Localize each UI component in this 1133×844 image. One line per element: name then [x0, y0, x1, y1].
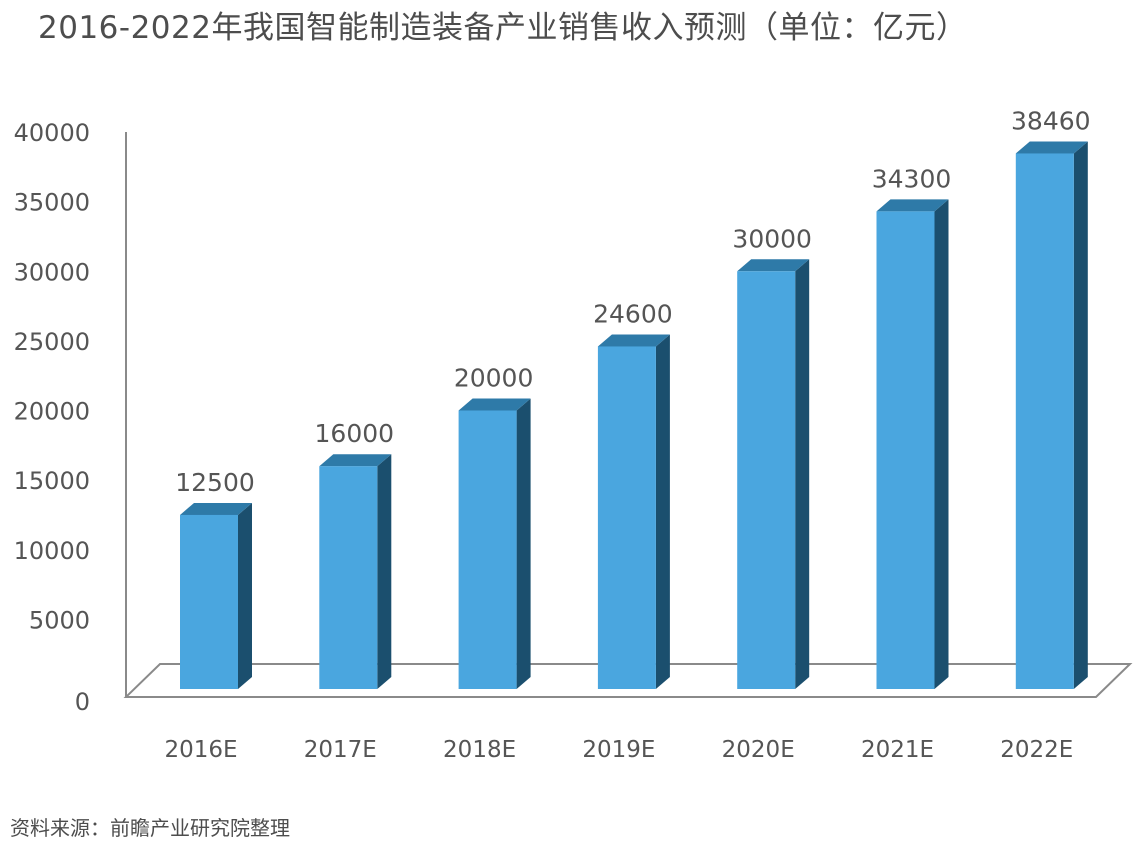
bar-side: [934, 199, 949, 689]
y-tick-label: 5000: [29, 606, 90, 634]
data-label: 20000: [454, 364, 534, 393]
bar-front: [458, 410, 517, 689]
x-tick-label: 2016E: [164, 737, 237, 763]
y-tick-label: 10000: [14, 537, 90, 565]
bar-side: [238, 502, 252, 689]
bar-side: [655, 334, 670, 689]
bar-top: [876, 199, 949, 212]
chart-title: 2016-2022年我国智能制造装备产业销售收入预测（单位：亿元）: [38, 10, 968, 46]
x-tick-label: 2020E: [722, 737, 795, 763]
data-label: 24600: [593, 299, 673, 328]
chart-floor: [123, 663, 1133, 698]
bar: [737, 259, 810, 689]
bar-front: [597, 346, 656, 689]
bar-side: [516, 398, 531, 689]
y-axis-ticks: 0 5000 10000 15000 20000 25000 30000 35000 40000: [14, 119, 90, 716]
bar: [319, 454, 392, 689]
bar: [597, 334, 670, 689]
x-tick-label: 2021E: [861, 737, 934, 763]
bar: [876, 199, 949, 689]
bar-front: [180, 514, 238, 689]
x-tick-label: 2018E: [443, 737, 516, 763]
data-label: 30000: [732, 224, 812, 253]
bar: [180, 502, 252, 689]
bar-front: [319, 466, 378, 689]
y-tick-label: 15000: [14, 467, 90, 495]
bar-front: [1015, 153, 1074, 689]
data-label: 12500: [175, 468, 255, 497]
y-tick-label: 35000: [14, 189, 90, 217]
bars: [180, 141, 1088, 689]
bar-top: [737, 259, 810, 272]
bar: [458, 398, 531, 689]
y-tick-label: 40000: [14, 119, 90, 147]
y-tick-label: 0: [75, 688, 90, 716]
source-note: 资料来源：前瞻产业研究院整理: [10, 816, 290, 840]
y-tick-label: 30000: [14, 258, 90, 286]
y-tick-label: 20000: [14, 398, 90, 426]
bar-top: [1015, 141, 1088, 154]
bar-side: [1073, 141, 1088, 689]
data-label: 16000: [315, 419, 395, 448]
bar-front: [876, 211, 935, 689]
x-tick-label: 2017E: [304, 737, 377, 763]
bar-top: [597, 334, 670, 347]
x-tick-label: 2019E: [582, 737, 655, 763]
data-label: 38460: [1011, 106, 1091, 135]
bar-top: [458, 398, 531, 411]
bar-top: [180, 502, 252, 515]
bar-side: [795, 259, 810, 689]
floor-plane: [123, 663, 1133, 698]
y-tick-label: 25000: [14, 328, 90, 356]
value-labels: 12500 16000 20000 24600 30000 34300 38460: [175, 106, 1090, 496]
bar-side: [377, 454, 392, 689]
bar-front: [737, 271, 796, 689]
data-label: 34300: [872, 164, 952, 193]
bar: [1015, 141, 1088, 689]
bar-top: [319, 454, 392, 467]
x-tick-label: 2022E: [1000, 737, 1073, 763]
x-axis-labels: 2016E 2017E 2018E 2019E 2020E 2021E 2022E: [164, 737, 1073, 763]
